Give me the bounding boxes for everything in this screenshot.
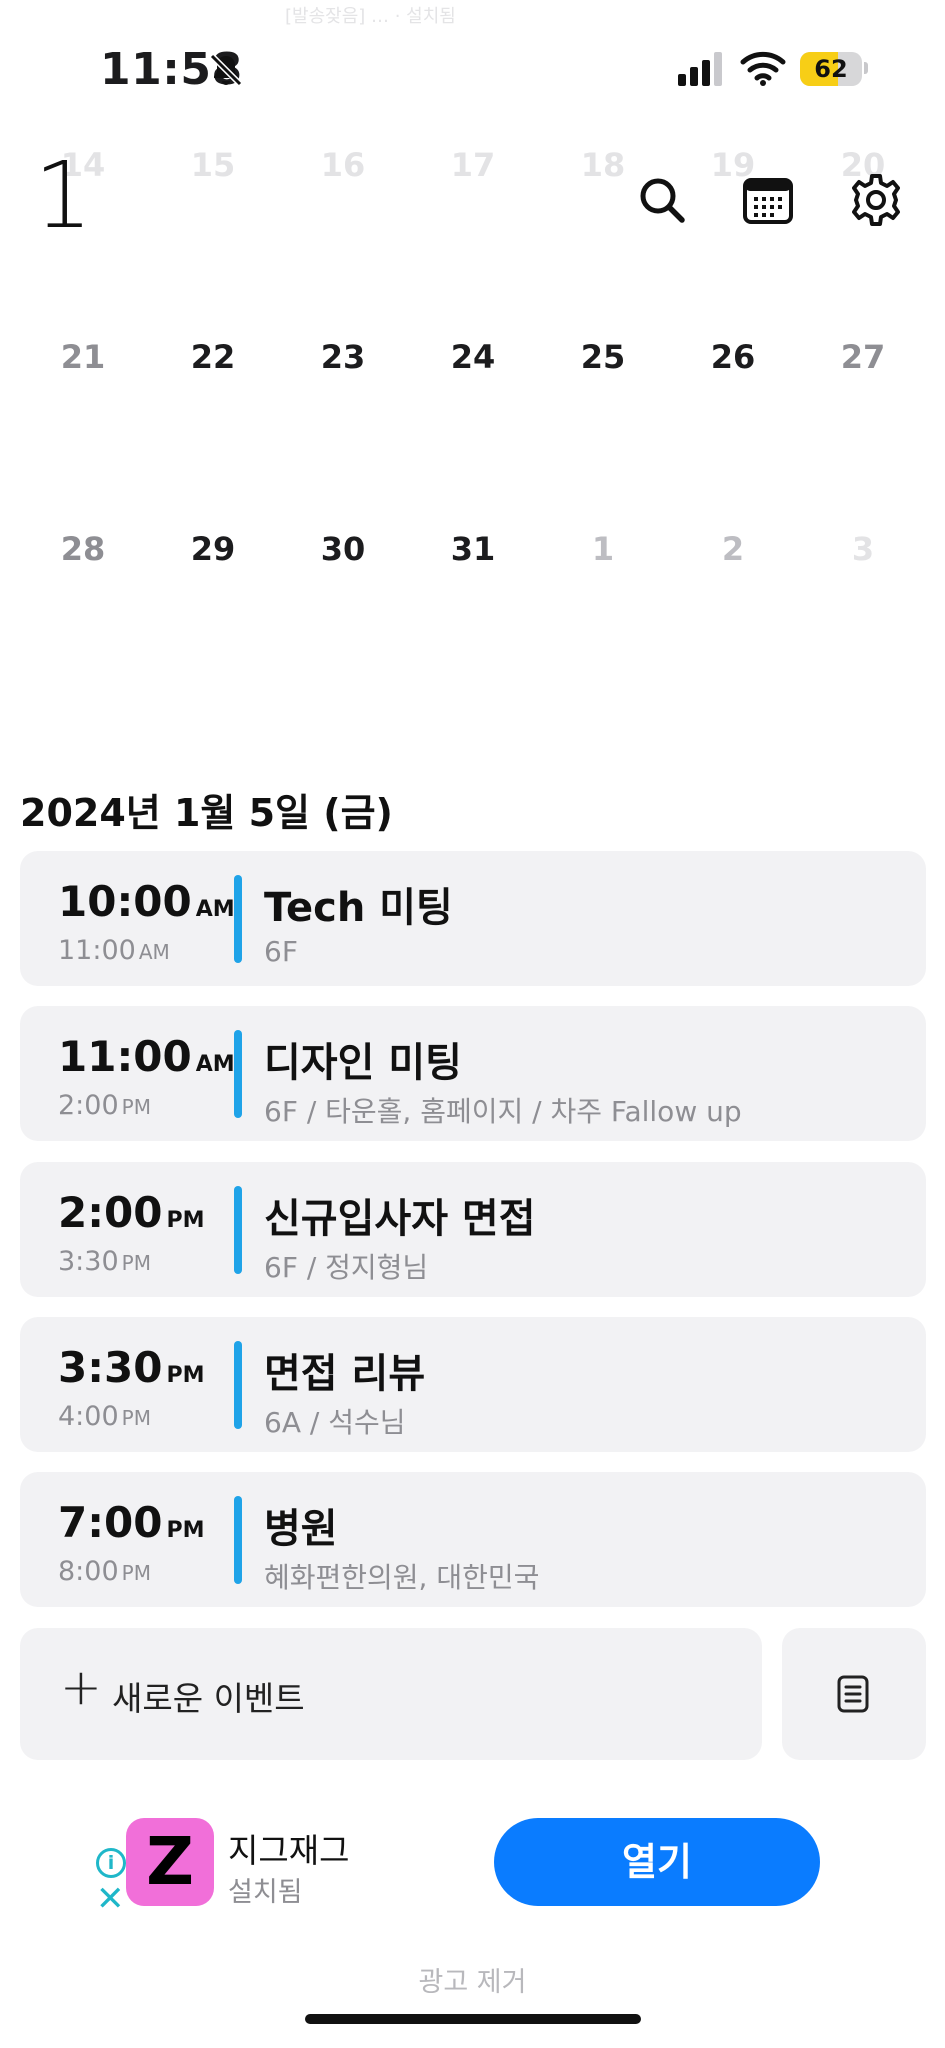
event-color-bar xyxy=(234,1030,242,1118)
day-cell[interactable]: 19 xyxy=(710,146,756,184)
event-color-bar xyxy=(234,1341,242,1429)
note-icon xyxy=(837,1675,869,1713)
notes-button[interactable] xyxy=(782,1628,926,1760)
ghost-ad-text: [발송잦음] … · 설치됨 xyxy=(285,6,456,27)
day-cell[interactable]: 24 xyxy=(450,338,496,376)
event-subtitle: 6F / 정지형님 xyxy=(264,1251,429,1284)
event-title: 면접 리뷰 xyxy=(264,1351,426,1397)
event-end-time: 2:00 PM xyxy=(58,1090,151,1121)
remove-ad-link[interactable]: 광고 제거 xyxy=(418,1967,527,1998)
event-color-bar xyxy=(234,1186,242,1274)
day-cell[interactable]: 27 xyxy=(840,338,886,376)
event-subtitle: 6A / 석수님 xyxy=(264,1406,406,1439)
day-cell[interactable]: 29 xyxy=(190,530,236,568)
bell-muted-icon xyxy=(209,53,243,87)
calendar-icon[interactable] xyxy=(740,172,796,228)
ad-app-logo[interactable]: Z xyxy=(126,1818,214,1906)
event-card[interactable]: 11:00 AM 2:00 PM 디자인 미팅 6F / 타운홀, 홈페이지 / 차… xyxy=(20,1006,926,1141)
event-start-time: 10:00 AM xyxy=(58,877,235,926)
event-color-bar xyxy=(234,875,242,963)
event-start-time: 7:00 PM xyxy=(58,1498,205,1547)
day-cell[interactable]: 14 xyxy=(60,146,106,184)
wifi-icon xyxy=(740,51,786,86)
ad-app-status: 설치됨 xyxy=(228,1877,303,1908)
cellular-signal-icon xyxy=(678,52,722,86)
calendar-week-row-2: 21 22 23 24 25 26 27 xyxy=(18,338,928,398)
event-title: Tech 미팅 xyxy=(264,885,453,931)
event-start-time: 2:00 PM xyxy=(58,1188,205,1237)
event-title: 병원 xyxy=(264,1506,338,1552)
day-cell[interactable]: 21 xyxy=(60,338,106,376)
plus-icon: + xyxy=(60,1658,102,1716)
event-card[interactable]: 2:00 PM 3:30 PM 신규입사자 면접 6F / 정지형님 xyxy=(20,1162,926,1297)
event-subtitle: 혜화편한의원, 대한민국 xyxy=(264,1561,540,1594)
event-end-time: 4:00 PM xyxy=(58,1401,151,1432)
gear-icon[interactable] xyxy=(848,172,904,228)
day-cell[interactable]: 1 xyxy=(591,530,615,568)
ad-info-icon[interactable]: i xyxy=(96,1848,126,1878)
day-cell[interactable]: 3 xyxy=(851,530,875,568)
event-color-bar xyxy=(234,1496,242,1584)
event-end-time: 3:30 PM xyxy=(58,1246,151,1277)
home-indicator[interactable] xyxy=(305,2014,641,2024)
ad-open-button[interactable]: 열기 xyxy=(494,1818,820,1906)
day-cell[interactable]: 16 xyxy=(320,146,366,184)
event-title: 신규입사자 면접 xyxy=(264,1196,536,1242)
event-subtitle: 6F / 타운홀, 홈페이지 / 차주 Fallow up xyxy=(264,1095,742,1128)
day-cell[interactable]: 17 xyxy=(450,146,496,184)
calendar-week-row-3: 28 29 30 31 1 2 3 xyxy=(18,530,928,590)
event-end-time: 11:00 AM xyxy=(58,935,170,966)
day-cell[interactable]: 31 xyxy=(450,530,496,568)
day-cell[interactable]: 23 xyxy=(320,338,366,376)
search-icon[interactable] xyxy=(634,172,690,228)
day-cell[interactable]: 2 xyxy=(721,530,745,568)
new-event-label: 새로운 이벤트 xyxy=(112,1679,305,1718)
day-cell[interactable]: 26 xyxy=(710,338,756,376)
event-start-time: 3:30 PM xyxy=(58,1343,205,1392)
event-end-time: 8:00 PM xyxy=(58,1556,151,1587)
ad-app-name[interactable]: 지그재그 xyxy=(228,1831,350,1870)
event-card[interactable]: 7:00 PM 8:00 PM 병원 혜화편한의원, 대한민국 xyxy=(20,1472,926,1607)
day-cell[interactable]: 15 xyxy=(190,146,236,184)
day-cell[interactable]: 22 xyxy=(190,338,236,376)
new-event-button[interactable]: + 새로운 이벤트 xyxy=(20,1628,762,1760)
battery-percent: 62 xyxy=(814,55,848,83)
event-title: 디자인 미팅 xyxy=(264,1040,462,1086)
month-title[interactable]: 1 xyxy=(34,142,93,249)
battery-indicator: 62 xyxy=(800,52,862,86)
battery-cap xyxy=(864,62,868,74)
battery-level-fill xyxy=(800,52,839,86)
event-subtitle: 6F xyxy=(264,935,298,968)
event-start-time: 11:00 AM xyxy=(58,1032,235,1081)
day-cell[interactable]: 25 xyxy=(580,338,626,376)
day-cell[interactable]: 28 xyxy=(60,530,106,568)
selected-date-heading: 2024년 1월 5일 (금) xyxy=(20,791,393,835)
day-cell[interactable]: 30 xyxy=(320,530,366,568)
event-card[interactable]: 3:30 PM 4:00 PM 면접 리뷰 6A / 석수님 xyxy=(20,1317,926,1452)
event-card[interactable]: 10:00 AM 11:00 AM Tech 미팅 6F xyxy=(20,851,926,986)
day-cell[interactable]: 18 xyxy=(580,146,626,184)
ad-close-icon[interactable]: ✕ xyxy=(96,1879,125,1919)
